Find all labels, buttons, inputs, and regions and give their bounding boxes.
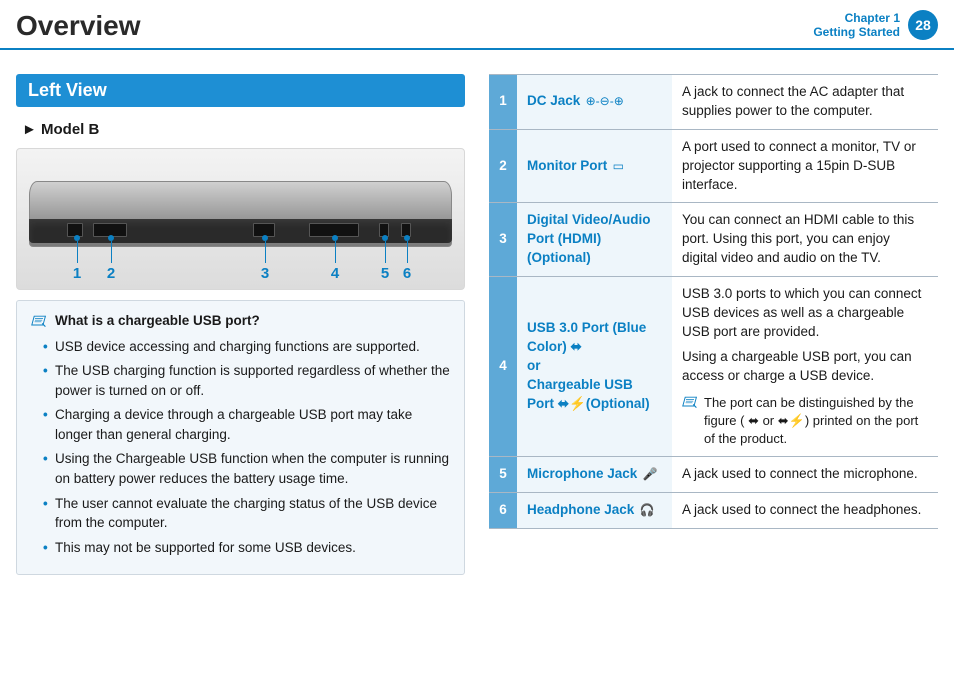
callout-line bbox=[77, 241, 78, 263]
port-desc-note: The port can be distinguished by the fig… bbox=[682, 394, 928, 449]
page-title: Overview bbox=[16, 10, 141, 42]
port-name-cell: Monitor Port ▭ bbox=[517, 129, 672, 203]
port-number-cell: 6 bbox=[489, 493, 517, 529]
callout-number: 4 bbox=[331, 265, 339, 282]
chapter-line2: Getting Started bbox=[813, 25, 900, 39]
port-desc-cell: A jack used to connect the microphone. bbox=[672, 457, 938, 493]
port-desc-cell: USB 3.0 ports to which you can connect U… bbox=[672, 277, 938, 457]
info-box: What is a chargeable USB port? USB devic… bbox=[16, 300, 465, 575]
table-row: 2Monitor Port ▭A port used to connect a … bbox=[489, 129, 938, 203]
port-number-cell: 4 bbox=[489, 277, 517, 457]
callout-number: 6 bbox=[403, 265, 411, 282]
port-desc-cell: A jack used to connect the headphones. bbox=[672, 493, 938, 529]
laptop-photo-box: 1 2 3 4 56 bbox=[16, 148, 465, 290]
callout-line bbox=[335, 241, 336, 263]
port-desc-cell: You can connect an HDMI cable to this po… bbox=[672, 203, 938, 277]
chapter-label: Chapter 1 Getting Started bbox=[813, 11, 900, 40]
left-column: Left View ► Model B 1 2 3 4 56 What is a cha… bbox=[16, 74, 465, 575]
info-bullet: The user cannot evaluate the charging st… bbox=[43, 494, 450, 533]
section-title-bar: Left View bbox=[16, 74, 465, 107]
port-name-cell: USB 3.0 Port (Blue Color) ⬌orChargeable … bbox=[517, 277, 672, 457]
port-desc-paragraph: USB 3.0 ports to which you can connect U… bbox=[682, 285, 928, 342]
info-bullet: This may not be supported for some USB d… bbox=[43, 538, 450, 558]
callout-dot bbox=[262, 235, 268, 241]
port-table: 1DC Jack ⊕-⊖-⊕A jack to connect the AC a… bbox=[489, 74, 938, 529]
port-symbol: ⊕-⊖-⊕ bbox=[582, 94, 624, 108]
table-row: 1DC Jack ⊕-⊖-⊕A jack to connect the AC a… bbox=[489, 75, 938, 130]
port-number-cell: 3 bbox=[489, 203, 517, 277]
callout-line bbox=[385, 241, 386, 263]
info-bullet: Charging a device through a chargeable U… bbox=[43, 405, 450, 444]
chapter-line1: Chapter 1 bbox=[813, 11, 900, 25]
port-desc-cell: A port used to connect a monitor, TV or … bbox=[672, 129, 938, 203]
header-right: Chapter 1 Getting Started 28 bbox=[813, 10, 938, 40]
table-row: 5Microphone Jack 🎤A jack used to connect… bbox=[489, 457, 938, 493]
port-name-cell: Headphone Jack 🎧 bbox=[517, 493, 672, 529]
port-symbol: ▭ bbox=[609, 159, 624, 173]
content-columns: Left View ► Model B 123456 What is a cha… bbox=[0, 50, 954, 591]
callout-dot bbox=[108, 235, 114, 241]
port-symbol: 🎧 bbox=[636, 503, 654, 517]
info-box-title: What is a chargeable USB port? bbox=[55, 311, 260, 331]
right-column: 1DC Jack ⊕-⊖-⊕A jack to connect the AC a… bbox=[489, 74, 938, 575]
port-name-cell: Digital Video/Audio Port (HDMI) (Optiona… bbox=[517, 203, 672, 277]
callout-line bbox=[111, 241, 112, 263]
table-row: 4USB 3.0 Port (Blue Color) ⬌orChargeable… bbox=[489, 277, 938, 457]
callout-number: 2 bbox=[107, 265, 115, 282]
callout-number: 1 bbox=[73, 265, 81, 282]
table-row: 3Digital Video/Audio Port (HDMI) (Option… bbox=[489, 203, 938, 277]
callout-dot bbox=[382, 235, 388, 241]
info-bullet: The USB charging function is supported r… bbox=[43, 361, 450, 400]
info-box-title-row: What is a chargeable USB port? bbox=[31, 311, 450, 331]
port-number-cell: 1 bbox=[489, 75, 517, 130]
info-bullet-list: USB device accessing and charging functi… bbox=[31, 337, 450, 558]
callout-line bbox=[265, 241, 266, 263]
callout-dot bbox=[74, 235, 80, 241]
info-bullet: Using the Chargeable USB function when t… bbox=[43, 449, 450, 488]
callout-dot bbox=[404, 235, 410, 241]
model-label: ► Model B bbox=[22, 121, 465, 138]
table-row: 6Headphone Jack 🎧A jack used to connect … bbox=[489, 493, 938, 529]
callout-number: 3 bbox=[261, 265, 269, 282]
port-symbol: 🎤 bbox=[639, 467, 657, 481]
page-header: Overview Chapter 1 Getting Started 28 bbox=[0, 0, 954, 50]
port-number-cell: 5 bbox=[489, 457, 517, 493]
port-desc-paragraph: Using a chargeable USB port, you can acc… bbox=[682, 348, 928, 386]
port-number-cell: 2 bbox=[489, 129, 517, 203]
page-number-badge: 28 bbox=[908, 10, 938, 40]
laptop-diagram: 1 2 3 4 56 bbox=[29, 163, 452, 283]
callout-line bbox=[407, 241, 408, 263]
port-name-cell: Microphone Jack 🎤 bbox=[517, 457, 672, 493]
port-desc-note-text: The port can be distinguished by the fig… bbox=[704, 394, 928, 449]
callout-number: 5 bbox=[381, 265, 389, 282]
callout-labels-row: 1 2 3 4 56 bbox=[29, 265, 452, 285]
note-icon bbox=[682, 395, 698, 409]
port-desc-cell: A jack to connect the AC adapter that su… bbox=[672, 75, 938, 130]
port-name-cell: DC Jack ⊕-⊖-⊕ bbox=[517, 75, 672, 130]
note-icon bbox=[31, 314, 47, 328]
callout-dot bbox=[332, 235, 338, 241]
info-bullet: USB device accessing and charging functi… bbox=[43, 337, 450, 357]
